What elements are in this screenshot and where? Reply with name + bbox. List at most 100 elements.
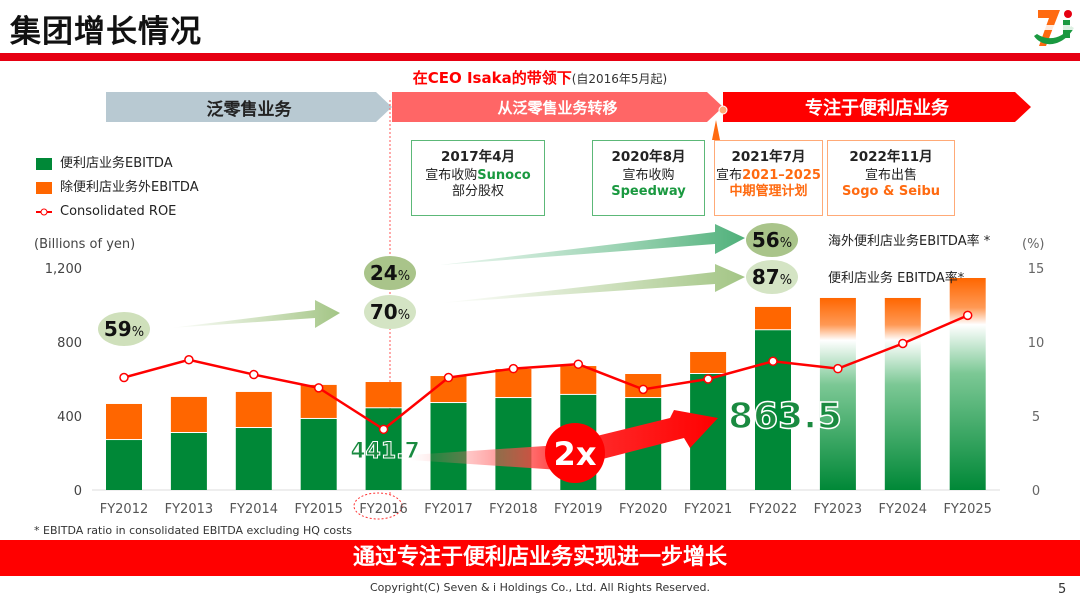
milestone-date: 2021年7月 — [731, 149, 806, 165]
ratio-bubble — [746, 223, 798, 257]
milestone-text: 宣布收购 — [622, 168, 675, 183]
x-tick-label: FY2020 — [619, 502, 668, 517]
y-axis-unit: (Billions of yen) — [34, 237, 136, 252]
y2-axis-unit: (%) — [1022, 237, 1045, 252]
bar-other-ebitda — [106, 403, 142, 440]
header-divider — [0, 53, 1080, 61]
x-tick-label: FY2022 — [749, 502, 798, 517]
ratio-arrow-cvs — [440, 264, 745, 303]
ratio-value: 87% — [752, 265, 792, 289]
legend-item-roe: Consolidated ROE — [36, 200, 199, 224]
leadership-sub: (自2016年5月起) — [571, 72, 668, 86]
milestone-date: 2022年11月 — [849, 149, 933, 165]
milestone-highlight: Sogo & Seibu — [841, 184, 941, 199]
roe-point — [378, 424, 389, 435]
milestone-text: 宣布 — [716, 168, 743, 183]
fy2016-highlight-ring — [353, 492, 403, 520]
roe-point — [313, 383, 324, 393]
roe-point — [833, 363, 843, 374]
callout-2022-value: 863.5 — [728, 396, 842, 437]
ratio-bubble — [98, 312, 150, 346]
legend-swatch — [36, 158, 52, 170]
legend-label: Consolidated ROE — [60, 204, 177, 219]
x-tick-label: FY2014 — [230, 502, 279, 517]
y2-tick-label: 10 — [1028, 336, 1045, 351]
x-tick-label: FY2013 — [165, 502, 214, 517]
page-title: 集团增长情况 — [10, 14, 202, 50]
chart-legend: 便利店业务EBITDA 除便利店业务外EBITDA Consolidated R… — [36, 152, 199, 224]
pointer-dot — [718, 105, 728, 115]
y-tick-label: 400 — [57, 410, 82, 425]
x-tick-label: FY2024 — [879, 502, 928, 517]
phase-transition: 从泛零售业务转移 — [392, 92, 723, 122]
x-tick-label: FY2025 — [943, 502, 992, 517]
x-tick-label: FY2023 — [814, 502, 863, 517]
roe-line — [123, 314, 969, 431]
x-tick-label: FY2015 — [294, 502, 343, 517]
ratio-value: 56% — [752, 228, 792, 252]
cvs-ratio-label: 便利店业务 EBITDA率* — [828, 270, 965, 286]
copyright: Copyright(C) Seven & i Holdings Co., Ltd… — [369, 581, 711, 594]
bar-cvs-ebitda — [495, 398, 532, 490]
milestone-2020: 2020年8月 宣布收购 Speedway — [592, 140, 705, 216]
bar-other-ebitda — [690, 351, 727, 374]
bar-other-ebitda — [235, 391, 272, 428]
bar-other-ebitda — [560, 366, 597, 394]
pointer-triangle — [712, 120, 720, 140]
roe-point — [508, 363, 519, 374]
bar-other-ebitda — [365, 382, 402, 408]
y-tick-label: 800 — [57, 336, 82, 351]
conclusion-banner: 通过专注于便利店业务实现进一步增长 — [0, 540, 1080, 576]
roe-point — [703, 374, 713, 384]
legend-item-cvs: 便利店业务EBITDA — [36, 152, 199, 176]
bar-projected-ebitda — [949, 277, 986, 490]
legend-item-other: 除便利店业务外EBITDA — [36, 176, 199, 200]
milestone-text: 宣布出售 — [864, 168, 917, 183]
milestone-date: 2017年4月 — [441, 149, 515, 165]
overseas-ratio-label: 海外便利店业务EBITDA率 * — [828, 233, 991, 249]
y-tick-label: 1,200 — [45, 262, 82, 277]
roe-point — [249, 369, 259, 380]
x-tick-label: FY2012 — [100, 502, 149, 517]
x-tick-label: FY2021 — [684, 502, 733, 517]
milestone-2021: 2021年7月 宣布2021–2025 中期管理计划 — [714, 140, 823, 216]
bar-cvs-ebitda — [235, 428, 272, 490]
x-tick-label: FY2017 — [424, 502, 473, 517]
line-marker-icon — [36, 208, 52, 216]
milestone-2022: 2022年11月 宣布出售 Sogo & Seibu — [827, 140, 955, 216]
milestone-highlight: Sunoco — [477, 168, 531, 183]
roe-point — [898, 338, 908, 349]
x-tick-label: FY2018 — [489, 502, 538, 517]
leadership-main: 在CEO Isaka的带领下 — [412, 69, 572, 87]
milestone-2017: 2017年4月 宣布收购Sunoco 部分股权 — [411, 140, 545, 216]
bar-other-ebitda — [755, 306, 791, 330]
ratio-arrow-overseas — [440, 224, 745, 265]
growth-arrow — [410, 410, 718, 470]
x-tick-label: FY2019 — [554, 502, 603, 517]
callout-2016-value: 441.7 — [350, 439, 420, 464]
ratio-arrow-1 — [170, 300, 340, 328]
milestone-highlight: 2021–2025 — [742, 168, 821, 183]
bar-cvs-ebitda — [106, 440, 142, 490]
milestone-text: 部分股权 — [451, 184, 504, 199]
milestone-text: 宣布收购 — [425, 168, 478, 183]
ratio-bubble — [364, 256, 416, 290]
x-tick-label: FY2016 — [359, 502, 408, 517]
roe-point — [638, 384, 648, 395]
legend-swatch — [36, 182, 52, 194]
growth-badge — [545, 423, 605, 483]
bar-other-ebitda — [170, 396, 207, 433]
legend-label: 便利店业务EBITDA — [60, 156, 173, 171]
y-tick-label: 0 — [74, 484, 82, 499]
phase-general-retail: 泛零售业务 — [106, 92, 392, 122]
milestone-date: 2020年8月 — [611, 149, 686, 165]
ratio-bubble — [364, 295, 416, 329]
bar-projected-ebitda — [819, 297, 856, 490]
y2-tick-label: 5 — [1032, 410, 1040, 425]
roe-point — [119, 372, 129, 383]
roe-point — [443, 372, 454, 383]
bar-other-ebitda — [495, 369, 532, 398]
page-number: 5 — [1058, 582, 1067, 597]
ratio-value: 24% — [370, 261, 410, 285]
